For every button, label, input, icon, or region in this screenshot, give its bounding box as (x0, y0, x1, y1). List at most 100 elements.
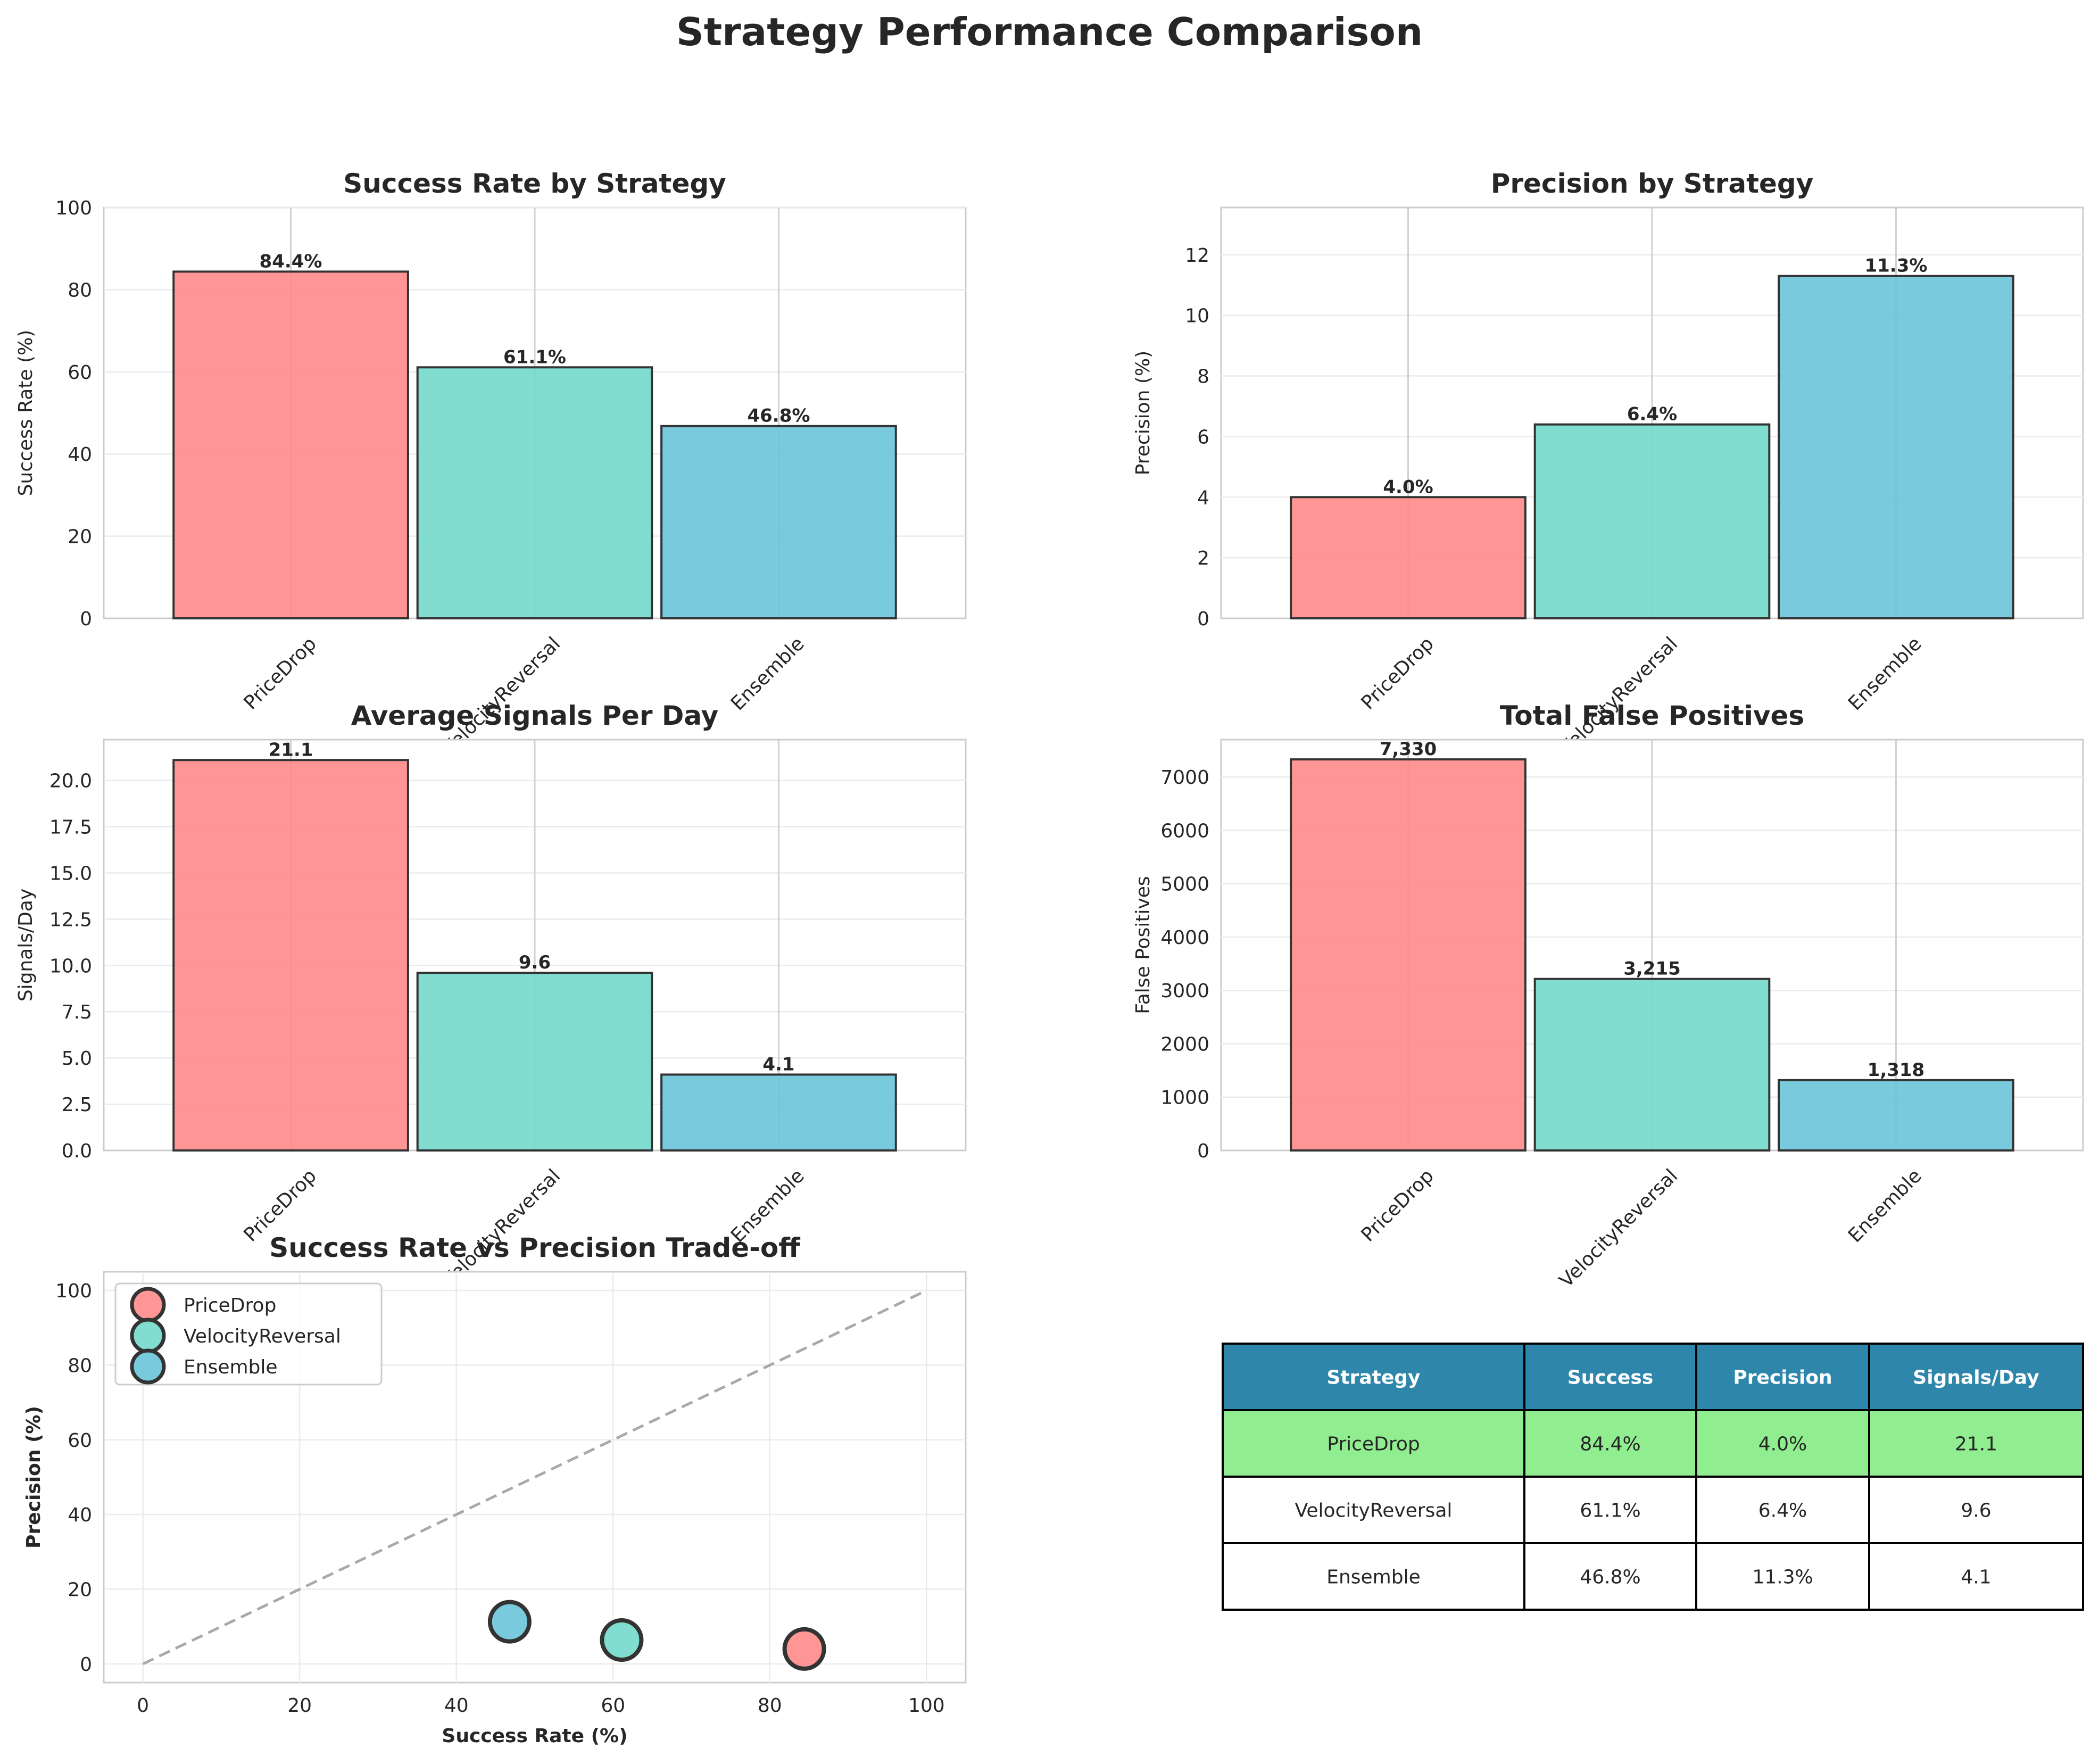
bar-chart-signals: 0.02.55.07.510.012.515.017.520.021.1Pric… (15, 700, 967, 1292)
y-tick-label: 60 (68, 362, 92, 384)
table-cell (1695, 1542, 1870, 1611)
y-tick-label: 5.0 (62, 1048, 92, 1070)
y-tick-label: 20 (68, 1579, 92, 1601)
y-tick-label: 2 (1197, 548, 1209, 569)
table-header-cell (1222, 1343, 1525, 1411)
value-label: 11.3% (1864, 255, 1927, 277)
x-tick-label: Ensemble (1844, 633, 1926, 715)
table-cell-text: 4.1 (1961, 1567, 1991, 1588)
table-cell (1868, 1476, 2084, 1544)
table-cell (1695, 1409, 1870, 1478)
table-header-text: Strategy (1326, 1367, 1420, 1389)
table-header-cell (1868, 1343, 2084, 1411)
y-tick-label: 12 (1185, 245, 1209, 267)
x-axis-label: Success Rate (%) (442, 1725, 627, 1747)
y-axis-label: Precision (%) (1132, 351, 1154, 475)
table-cell-text: 4.0% (1758, 1434, 1807, 1455)
x-tick-label: PriceDrop (1357, 1165, 1438, 1246)
x-tick-label: PriceDrop (1357, 633, 1438, 714)
y-tick-label: 0.0 (62, 1140, 92, 1162)
table-header-text: Signals/Day (1913, 1367, 2039, 1389)
y-tick-label: 5000 (1160, 874, 1209, 896)
table-cell-text: PriceDrop (1327, 1434, 1420, 1455)
y-tick-label: 0 (80, 1654, 92, 1676)
table-cell (1523, 1409, 1697, 1478)
table-cell-text: VelocityReversal (1295, 1500, 1453, 1522)
bar-PriceDrop (1290, 496, 1526, 619)
point-Ensemble (487, 1600, 532, 1644)
y-tick-label: 6 (1197, 426, 1209, 448)
value-label: 46.8% (747, 405, 810, 427)
table-cell-text: 6.4% (1758, 1500, 1807, 1522)
value-label: 7,330 (1380, 739, 1437, 760)
y-axis-label: False Positives (1132, 876, 1154, 1014)
bar-Ensemble (660, 425, 897, 619)
table-cell-text: 21.1 (1955, 1434, 1997, 1455)
y-tick-label: 40 (68, 444, 92, 466)
y-tick-label: 80 (68, 1355, 92, 1377)
bar-Ensemble (1778, 275, 2014, 619)
table-cell-text: 46.8% (1580, 1567, 1640, 1588)
x-tick-label: 80 (758, 1695, 782, 1717)
y-axis-label: Success Rate (%) (15, 330, 37, 496)
value-label: 1,318 (1868, 1059, 1925, 1081)
bar-VelocityReversal (1533, 978, 1771, 1152)
y-tick-label: 60 (68, 1430, 92, 1452)
table-cell (1868, 1409, 2084, 1478)
chart-title: Total False Positives (1500, 700, 1804, 731)
chart-title: Success Rate vs Precision Trade-off (269, 1232, 800, 1263)
y-tick-label: 40 (68, 1504, 92, 1526)
legend-marker (130, 1287, 166, 1323)
value-label: 6.4% (1627, 404, 1677, 425)
value-label: 21.1 (269, 739, 313, 760)
value-label: 61.1% (503, 346, 566, 368)
value-label: 84.4% (260, 251, 322, 272)
bar-VelocityReversal (416, 972, 653, 1152)
y-tick-label: 20 (68, 526, 92, 548)
y-tick-label: 1000 (1160, 1087, 1209, 1109)
y-tick-label: 12.5 (49, 909, 92, 931)
bar-chart-falsepos: 0 1000 2000 3000 4000 5000 6000 7000 7,330 PriceD… (1132, 700, 2084, 1292)
summary-table: Strategy Success Precision Signals/Day Price… (1222, 1343, 2084, 1611)
chart-title: Success Rate by Strategy (343, 168, 726, 199)
bar-PriceDrop (1290, 758, 1526, 1152)
y-tick-label: 4 (1197, 487, 1209, 509)
bar-Ensemble (1778, 1079, 2014, 1152)
y-tick-label: 0 (1197, 1140, 1209, 1162)
legend-marker (130, 1318, 166, 1354)
y-tick-label: 3000 (1160, 980, 1209, 1002)
legend: PriceDrop VelocityReversal Ensemble (114, 1282, 383, 1386)
value-label: 4.1 (762, 1054, 794, 1075)
bar-PriceDrop (172, 759, 409, 1152)
y-tick-label: 4000 (1160, 927, 1209, 949)
x-tick-label: VelocityReversal (1555, 1165, 1682, 1291)
scatter-chart-tradeoff: 0 20 40 60 80 100 0 20 40 60 80 100 PriceDrop Velocit… (23, 1232, 967, 1747)
value-label: 3,215 (1623, 958, 1681, 980)
y-tick-label: 20.0 (49, 771, 92, 792)
legend-marker (130, 1348, 166, 1385)
y-axis-label: Signals/Day (15, 889, 37, 1002)
table-cell (1523, 1476, 1697, 1544)
y-tick-label: 17.5 (49, 816, 92, 838)
x-tick-label: 0 (137, 1695, 149, 1717)
value-label: 9.6 (519, 952, 551, 973)
table-cell-text: 9.6 (1961, 1500, 1991, 1522)
table-cell-text: 11.3% (1752, 1567, 1813, 1588)
y-tick-label: 80 (68, 279, 92, 301)
figure-title: Strategy Performance Comparison (676, 10, 1423, 54)
y-tick-label: 0 (80, 608, 92, 630)
x-tick-label: Ensemble (727, 633, 809, 715)
table-header-cell (1695, 1343, 1870, 1411)
x-tick-label: 40 (444, 1695, 469, 1717)
y-tick-label: 0 (1197, 608, 1209, 630)
legend-box (114, 1282, 383, 1386)
y-tick-label: 7.5 (62, 1001, 92, 1023)
bar-VelocityReversal (1533, 423, 1771, 619)
y-tick-label: 15.0 (49, 863, 92, 884)
bar-chart-success: 02040608010084.4%PriceDrop61.1%VelocityR… (15, 168, 967, 760)
bar-VelocityReversal (416, 366, 653, 619)
y-tick-label: 10.0 (49, 955, 92, 977)
x-tick-label: 20 (287, 1695, 312, 1717)
table-cell-text: 61.1% (1580, 1500, 1640, 1522)
y-axis-label: Precision (%) (23, 1406, 45, 1548)
